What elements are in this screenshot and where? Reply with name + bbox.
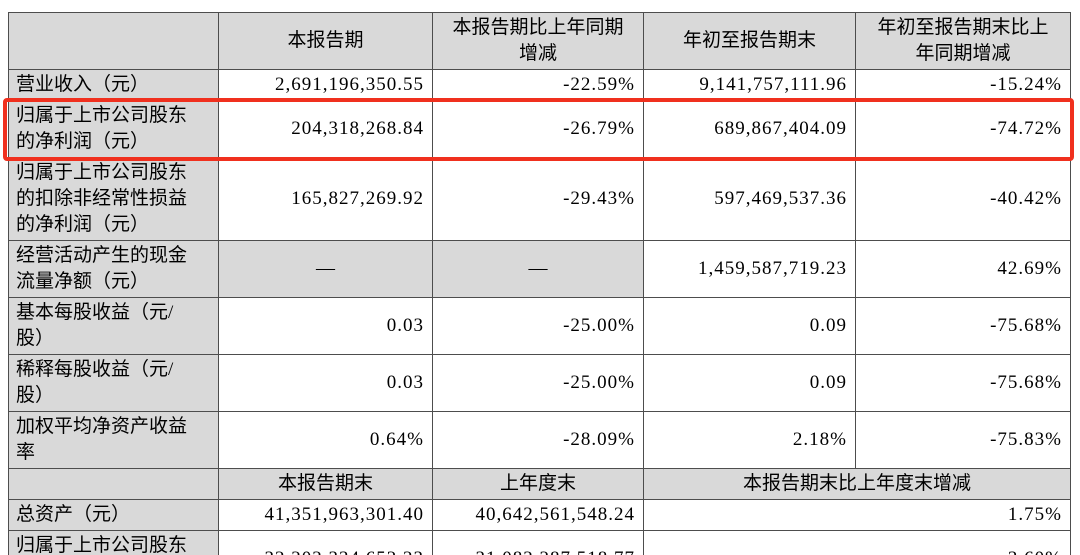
row-label: 加权平均净资产收益 率	[8, 411, 219, 469]
cell-value: 1.75%	[643, 499, 1071, 531]
cell-value: 689,867,404.09	[643, 100, 856, 158]
cell-value: 2,691,196,350.55	[218, 69, 433, 101]
row-basic-eps: 基本每股收益（元/ 股） 0.03 -25.00% 0.09 -75.68%	[8, 297, 1071, 355]
row-weighted-avg-roe: 加权平均净资产收益 率 0.64% -28.09% 2.18% -75.83%	[8, 411, 1071, 469]
header-blank	[8, 12, 219, 70]
row-label: 基本每股收益（元/ 股）	[8, 297, 219, 355]
row-total-assets: 总资产（元） 41,351,963,301.40 40,642,561,548.…	[8, 499, 1071, 531]
cell-value: -25.00%	[432, 297, 644, 355]
row-label: 经营活动产生的现金 流量净额（元）	[8, 240, 219, 298]
cell-value: -15.24%	[855, 69, 1071, 101]
cell-value: -75.83%	[855, 411, 1071, 469]
cell-value: 0.09	[643, 354, 856, 412]
row-diluted-eps: 稀释每股收益（元/ 股） 0.03 -25.00% 0.09 -75.68%	[8, 354, 1071, 412]
cell-value: 597,469,537.36	[643, 157, 856, 241]
row-operating-cash-flow: 经营活动产生的现金 流量净额（元） — — 1,459,587,719.23 4…	[8, 240, 1071, 298]
header-current-period: 本报告期	[218, 12, 433, 70]
row-operating-revenue: 营业收入（元） 2,691,196,350.55 -22.59% 9,141,7…	[8, 69, 1071, 101]
header-ytd: 年初至报告期末	[643, 12, 856, 70]
cell-value: 0.64%	[218, 411, 433, 469]
cell-value: 9,141,757,111.96	[643, 69, 856, 101]
cell-value: 32,202,334,652.23	[218, 530, 433, 555]
cell-value: 0.03	[218, 354, 433, 412]
cell-value: -26.79%	[432, 100, 644, 158]
cell-value: 40,642,561,548.24	[432, 499, 644, 531]
financial-summary-table: 本报告期 本报告期比上年同期 增减 年初至报告期末 年初至报告期末比上 年同期增…	[8, 12, 1071, 555]
cell-value: 204,318,268.84	[218, 100, 433, 158]
second-header-row: 本报告期末 上年度末 本报告期末比上年度末增减	[8, 468, 1071, 500]
header-row: 本报告期 本报告期比上年同期 增减 年初至报告期末 年初至报告期末比上 年同期增…	[8, 12, 1071, 70]
cell-value: -28.09%	[432, 411, 644, 469]
row-label: 归属于上市公司股东 的净利润（元）	[8, 100, 219, 158]
row-label: 归属于上市公司股东 的所有者权益（元）	[8, 530, 219, 555]
cell-value: -74.72%	[855, 100, 1071, 158]
row-label: 稀释每股收益（元/ 股）	[8, 354, 219, 412]
cell-value: -75.68%	[855, 354, 1071, 412]
cell-value: 1,459,587,719.23	[643, 240, 856, 298]
row-shareholders-equity: 归属于上市公司股东 的所有者权益（元） 32,202,334,652.23 31…	[8, 530, 1071, 555]
cell-value: -75.68%	[855, 297, 1071, 355]
cell-value: 42.69%	[855, 240, 1071, 298]
cell-value: 165,827,269.92	[218, 157, 433, 241]
header-end-of-prior-year: 上年度末	[432, 468, 644, 500]
cell-value: 31,082,287,518.77	[432, 530, 644, 555]
header-change-vs-prior-year-end: 本报告期末比上年度末增减	[643, 468, 1071, 500]
header-blank	[8, 468, 219, 500]
row-net-profit-excl-nonrecurring: 归属于上市公司股东 的扣除非经常性损益 的净利润（元） 165,827,269.…	[8, 157, 1071, 241]
header-period-yoy-change: 本报告期比上年同期 增减	[432, 12, 644, 70]
header-ytd-yoy-change: 年初至报告期末比上 年同期增减	[855, 12, 1071, 70]
header-end-of-period: 本报告期末	[218, 468, 433, 500]
cell-value: 41,351,963,301.40	[218, 499, 433, 531]
row-net-profit: 归属于上市公司股东 的净利润（元） 204,318,268.84 -26.79%…	[8, 100, 1071, 158]
cell-value: 0.03	[218, 297, 433, 355]
cell-value: -29.43%	[432, 157, 644, 241]
row-label: 营业收入（元）	[8, 69, 219, 101]
cell-empty-dash: —	[432, 240, 644, 298]
cell-value: 0.09	[643, 297, 856, 355]
cell-value: 3.60%	[643, 530, 1071, 555]
row-label: 归属于上市公司股东 的扣除非经常性损益 的净利润（元）	[8, 157, 219, 241]
row-label: 总资产（元）	[8, 499, 219, 531]
cell-value: 2.18%	[643, 411, 856, 469]
cell-value: -25.00%	[432, 354, 644, 412]
cell-value: -22.59%	[432, 69, 644, 101]
cell-empty-dash: —	[218, 240, 433, 298]
cell-value: -40.42%	[855, 157, 1071, 241]
